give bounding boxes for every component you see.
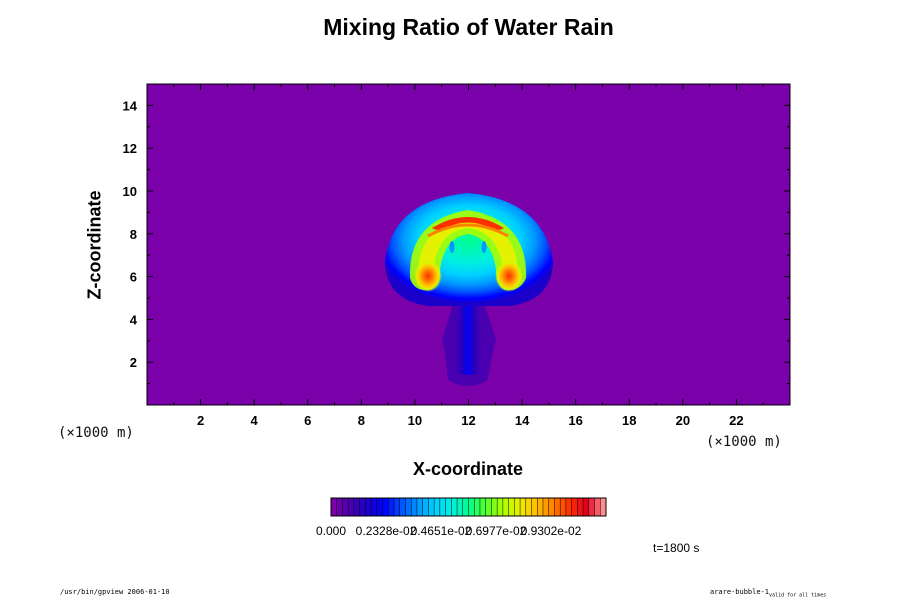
colorbar-segment [497, 498, 504, 516]
time-label: t=1800 s [653, 541, 700, 555]
colorbar-segment [399, 498, 406, 516]
rain-crest [432, 217, 504, 230]
y-tick-label: 12 [123, 141, 137, 156]
colorbar-segment [394, 498, 401, 516]
colorbar-segment [353, 498, 361, 516]
x-tick-label: 16 [568, 413, 582, 428]
colorbar-label: 0.9302e-02 [520, 524, 582, 538]
colorbar-labels: 0.000 0.2328e-02 0.4651e-02 0.6977e-02 0.930… [300, 524, 640, 540]
x-tick-label: 18 [622, 413, 636, 428]
colorbar-label: 0.6977e-02 [465, 524, 527, 538]
colorbar-segment [359, 498, 366, 516]
y-tick-label: 14 [123, 98, 138, 113]
colorbar-segment [434, 498, 441, 516]
colorbar-label: 0.4651e-02 [410, 524, 472, 538]
colorbar-segment [416, 498, 424, 516]
x-tick-label: 20 [676, 413, 690, 428]
colorbar-segment [571, 498, 578, 516]
rain-arch-inner [418, 217, 518, 283]
colorbar-segment [468, 498, 475, 516]
colorbar-segment [422, 498, 429, 516]
colorbar-segment [548, 498, 555, 516]
colorbar-segment [411, 498, 418, 516]
colorbar-segment [485, 498, 492, 516]
colorbar-segment [439, 498, 447, 516]
colorbar-segment [542, 498, 550, 516]
colorbar-segment [491, 498, 498, 516]
colorbar-segment [388, 498, 395, 516]
rain-core-right [495, 260, 523, 292]
colorbar-segment [588, 498, 596, 516]
colorbar-segment [451, 498, 458, 516]
footer-command: /usr/bin/gpview 2006-01-10 [60, 588, 170, 596]
x-tick-label: 10 [408, 413, 422, 428]
rain-stem-core [455, 305, 481, 375]
colorbar-segment [445, 498, 452, 516]
rain-eye-left [449, 241, 455, 253]
colorbar-segment [577, 498, 584, 516]
colorbar-label: 0.000 [315, 524, 347, 538]
footer-source-main: arare-bubble-1 [710, 588, 770, 596]
x-tick-label: 12 [461, 413, 475, 428]
colorbar-segment [382, 498, 389, 516]
colorbar-segment [531, 498, 538, 516]
colorbar-segment [336, 498, 343, 516]
rain-crest-orange [427, 223, 509, 238]
y-tick-label: 4 [130, 312, 138, 327]
x-tick-label: 4 [251, 413, 259, 428]
colorbar-segment [428, 498, 435, 516]
x-tick-label: 6 [304, 413, 311, 428]
colorbar-segment [462, 498, 469, 516]
colorbar-segment [479, 498, 487, 516]
colorbar-segment [348, 498, 355, 516]
colorbar-segment [600, 498, 607, 516]
colorbar-segment [594, 498, 601, 516]
x-tick-label: 2 [197, 413, 204, 428]
colorbar-segment [514, 498, 521, 516]
footer-source: arare-bubble-1valid for all times [710, 588, 826, 598]
y-tick-label: 6 [130, 270, 137, 285]
colorbar [330, 497, 607, 517]
y-axis-label: Z-coordinate [84, 190, 105, 300]
colorbar-segment [525, 498, 533, 516]
colorbar-segment [520, 498, 527, 516]
colorbar-frame [330, 497, 607, 517]
colorbar-label: 0.2328e-02 [355, 524, 417, 538]
colorbar-segment [583, 498, 590, 516]
x-tick-label: 8 [358, 413, 365, 428]
colorbar-segment [371, 498, 378, 516]
rain-eye-right [481, 241, 487, 253]
colorbar-segment [405, 498, 412, 516]
colorbar-segment [376, 498, 384, 516]
x-tick-label: 14 [515, 413, 530, 428]
colorbar-segment [457, 498, 464, 516]
colorbar-segment [331, 498, 338, 516]
y-tick-label: 10 [123, 184, 137, 199]
y-tick-label: 2 [130, 355, 137, 370]
y-axis-unit: (×1000 m) [58, 425, 134, 441]
chart-title: Mixing Ratio of Water Rain [323, 14, 614, 40]
colorbar-segment [554, 498, 561, 516]
footer-source-sub: valid for all times [769, 592, 827, 599]
x-tick-label: 22 [729, 413, 743, 428]
colorbar-segment [537, 498, 544, 516]
colorbar-segment [565, 498, 573, 516]
y-tick-label: 8 [130, 227, 137, 242]
colorbar-segment [560, 498, 567, 516]
colorbar-segment [474, 498, 481, 516]
colorbar-segment [502, 498, 510, 516]
x-axis-label: X-coordinate [412, 459, 524, 479]
colorbar-segment [365, 498, 372, 516]
colorbar-segment [508, 498, 515, 516]
rain-core-left [414, 260, 442, 292]
x-axis-unit: (×1000 m) [706, 434, 782, 450]
rain-field [385, 193, 553, 386]
colorbar-segment [342, 498, 349, 516]
